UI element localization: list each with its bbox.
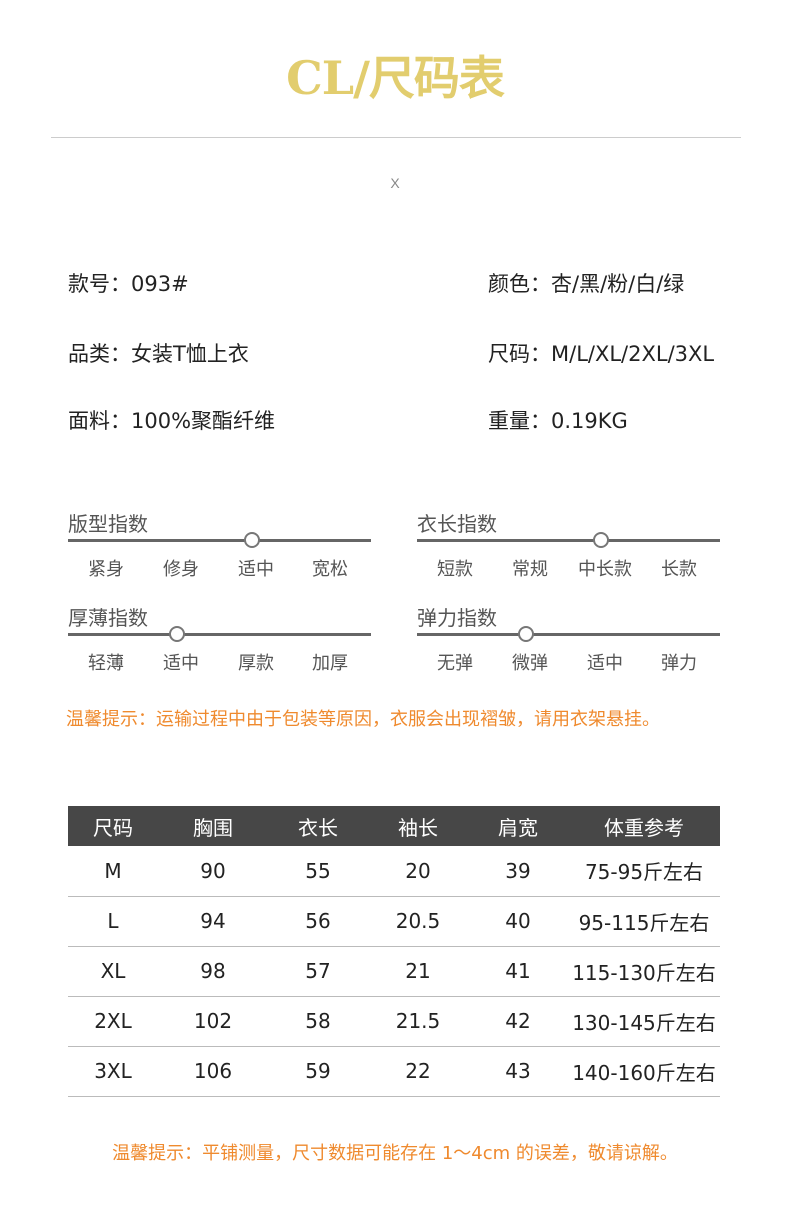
table-cell: 75-95斤左右 [568,846,720,897]
table-cell: 41 [468,946,568,997]
table-cell: 40 [468,896,568,947]
colors-info: 颜色：杏/黑/粉/白/绿 [488,272,685,296]
slider-option: 紧身 [88,559,124,580]
slider-title: 版型指数 [68,512,148,536]
slider-option: 厚款 [238,653,274,674]
slider-option: 中长款 [578,559,632,580]
table-cell: 140-160斤左右 [568,1046,720,1097]
slider-option: 适中 [163,653,199,674]
column-header: 肩宽 [468,806,568,846]
column-header: 衣长 [268,806,368,846]
page-title: CL/尺码表 [286,51,505,105]
table-cell: 106 [158,1046,268,1097]
column-header: 尺码 [68,806,158,846]
slider-title: 厚薄指数 [68,606,148,630]
divider-mark: X [390,175,400,191]
table-cell: 20.5 [368,896,468,947]
table-cell: 59 [268,1046,368,1097]
table-cell: 115-130斤左右 [568,946,720,997]
table-cell: 102 [158,996,268,1047]
slider-group: 版型指数 紧身 修身 适中 宽松 [68,508,371,580]
slider-option: 弹力 [661,653,697,674]
table-cell: 2XL [68,996,158,1047]
table-cell: 56 [268,896,368,947]
slider-option: 加厚 [312,653,348,674]
column-header: 袖长 [368,806,468,846]
slider-option: 长款 [661,559,697,580]
column-header: 体重参考 [568,806,720,846]
slider-title: 衣长指数 [417,512,497,536]
table-row: 3XL 106 59 22 43 140-160斤左右 [68,1046,720,1097]
table-cell: M [68,846,158,897]
column-header: 胸围 [158,806,268,846]
table-cell: 21 [368,946,468,997]
table-cell: 90 [158,846,268,897]
slider-option: 轻薄 [88,653,124,674]
table-cell: 55 [268,846,368,897]
style-number: 款号：093# [68,272,189,296]
slider-option: 适中 [587,653,623,674]
table-row: L 94 56 20.5 40 95-115斤左右 [68,896,720,947]
table-row: XL 98 57 21 41 115-130斤左右 [68,946,720,997]
slider-knob[interactable] [244,532,260,548]
slider-option: 无弹 [437,653,473,674]
slider-group: 厚薄指数 轻薄 适中 厚款 加厚 [68,602,371,674]
slider-option: 微弹 [512,653,548,674]
table-cell: 3XL [68,1046,158,1097]
table-cell: L [68,896,158,947]
table-cell: 95-115斤左右 [568,896,720,947]
slider-track[interactable]: 无弹 微弹 适中 弹力 [417,626,720,674]
table-row: M 90 55 20 39 75-95斤左右 [68,846,720,897]
fabric-info: 面料：100%聚酯纤维 [68,409,276,433]
slider-option: 常规 [512,559,548,580]
table-cell: 22 [368,1046,468,1097]
table-cell: 21.5 [368,996,468,1047]
size-table: 尺码 胸围 衣长 袖长 肩宽 体重参考 M 90 55 20 39 75-95斤左右 L 94 56 20.… [68,806,720,1097]
table-cell: XL [68,946,158,997]
slider-group: 衣长指数 短款 常规 中长款 长款 [417,508,720,580]
table-row: 2XL 102 58 21.5 42 130-145斤左右 [68,996,720,1047]
slider-knob[interactable] [518,626,534,642]
category-info: 品类：女装T恤上衣 [68,342,249,366]
table-cell: 98 [158,946,268,997]
slider-option: 宽松 [312,559,348,580]
table-cell: 20 [368,846,468,897]
slider-knob[interactable] [593,532,609,548]
table-cell: 42 [468,996,568,1047]
table-cell: 43 [468,1046,568,1097]
slider-option: 短款 [437,559,473,580]
table-cell: 94 [158,896,268,947]
sizes-info: 尺码：M/L/XL/2XL/3XL [488,342,715,366]
table-cell: 57 [268,946,368,997]
table-cell: 58 [268,996,368,1047]
table-cell: 39 [468,846,568,897]
slider-group: 弹力指数 无弹 微弹 适中 弹力 [417,602,720,674]
slider-option: 修身 [163,559,199,580]
slider-track[interactable]: 轻薄 适中 厚款 加厚 [68,626,371,674]
care-tip: 温馨提示：运输过程中由于包装等原因，衣服会出现褶皱，请用衣架悬挂。 [66,709,660,730]
slider-option: 适中 [238,559,274,580]
measurement-tip: 温馨提示：平铺测量，尺寸数据可能存在 1～4cm 的误差，敬请谅解。 [112,1143,678,1164]
weight-info: 重量：0.19KG [488,409,628,433]
slider-track[interactable]: 短款 常规 中长款 长款 [417,532,720,580]
slider-title: 弹力指数 [417,606,497,630]
slider-knob[interactable] [169,626,185,642]
table-cell: 130-145斤左右 [568,996,720,1047]
divider [51,137,741,138]
slider-track[interactable]: 紧身 修身 适中 宽松 [68,532,371,580]
